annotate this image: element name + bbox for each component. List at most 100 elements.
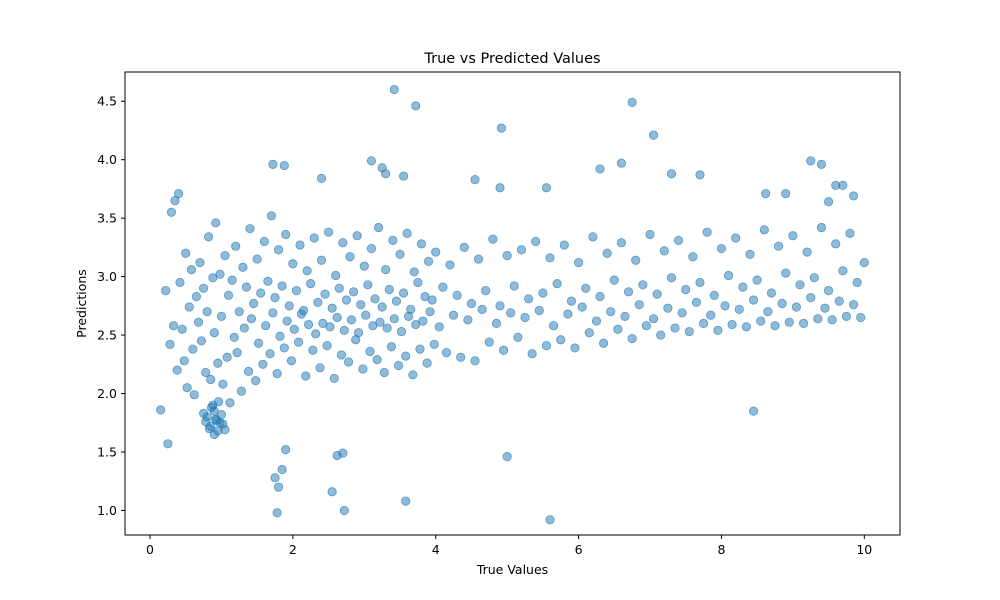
- data-point: [182, 383, 192, 393]
- x-tick-label: 8: [717, 542, 725, 557]
- data-point: [523, 294, 534, 304]
- data-point: [509, 281, 519, 291]
- data-point: [791, 302, 802, 312]
- data-point: [418, 316, 428, 326]
- y-tick-label: 1.0: [97, 503, 117, 518]
- data-point: [393, 360, 404, 371]
- data-point: [541, 340, 552, 351]
- data-point: [527, 349, 537, 359]
- data-point: [281, 445, 291, 455]
- data-point: [570, 343, 580, 353]
- data-point: [173, 189, 184, 199]
- y-tick-label: 3.5: [97, 211, 117, 226]
- data-point: [165, 339, 175, 350]
- data-point: [338, 448, 348, 458]
- data-point: [552, 279, 562, 289]
- data-point: [377, 302, 387, 312]
- data-point: [681, 284, 691, 295]
- data-point: [816, 159, 827, 169]
- data-point: [584, 328, 594, 338]
- data-point: [316, 255, 327, 265]
- data-point: [734, 304, 744, 314]
- data-point: [401, 351, 411, 361]
- data-point: [616, 238, 627, 248]
- data-point: [202, 307, 212, 317]
- data-point: [588, 232, 598, 242]
- data-point: [401, 496, 411, 506]
- data-point: [827, 315, 837, 325]
- data-point: [396, 326, 407, 337]
- data-point: [695, 170, 705, 180]
- data-point: [325, 322, 335, 332]
- data-point: [666, 273, 677, 283]
- data-point: [216, 409, 227, 420]
- data-point: [838, 180, 848, 191]
- data-point: [315, 363, 325, 373]
- data-point: [302, 266, 312, 276]
- data-point: [339, 505, 349, 516]
- data-point: [534, 305, 544, 316]
- data-point: [634, 300, 644, 310]
- data-point: [209, 328, 219, 338]
- data-point: [166, 207, 177, 217]
- data-point: [773, 241, 784, 251]
- data-point: [246, 314, 257, 324]
- data-point: [502, 250, 512, 261]
- data-point: [343, 357, 354, 367]
- data-point: [748, 406, 759, 416]
- data-point: [395, 249, 405, 259]
- data-point: [186, 264, 197, 275]
- data-point: [184, 302, 194, 312]
- plot-frame: [124, 71, 901, 536]
- data-point: [215, 269, 225, 279]
- data-point: [266, 211, 277, 221]
- data-point: [245, 224, 255, 234]
- data-point: [856, 312, 866, 323]
- data-point: [434, 322, 444, 332]
- data-point: [275, 331, 285, 341]
- data-point: [427, 295, 437, 305]
- data-point: [795, 280, 805, 290]
- y-axis-title: Predictions: [74, 269, 89, 338]
- data-point: [656, 330, 666, 340]
- data-point: [859, 257, 869, 268]
- data-point: [218, 379, 228, 389]
- data-point: [188, 344, 198, 354]
- data-point: [381, 169, 391, 179]
- data-point: [763, 307, 773, 317]
- data-point: [513, 332, 523, 343]
- data-point: [548, 321, 559, 331]
- data-point: [332, 312, 342, 323]
- data-point: [781, 268, 791, 278]
- data-point: [375, 317, 385, 327]
- data-point: [220, 425, 230, 435]
- data-point: [541, 183, 552, 193]
- data-point: [331, 270, 341, 281]
- data-point: [311, 329, 321, 339]
- data-point: [416, 239, 427, 249]
- data-point: [431, 247, 441, 257]
- data-point: [232, 348, 242, 358]
- data-point: [677, 308, 687, 318]
- data-point: [713, 325, 723, 335]
- data-point: [648, 314, 659, 324]
- data-point: [272, 369, 282, 379]
- data-point: [820, 303, 830, 313]
- data-point: [231, 241, 241, 251]
- data-point: [198, 408, 209, 418]
- data-point: [295, 240, 305, 250]
- data-point: [201, 416, 211, 427]
- data-point: [370, 294, 380, 304]
- data-point: [320, 289, 330, 299]
- data-point: [809, 273, 819, 283]
- data-point: [602, 248, 612, 258]
- data-point: [806, 156, 816, 166]
- data-point: [341, 295, 352, 305]
- data-point: [496, 123, 507, 133]
- data-point: [191, 291, 202, 302]
- data-point: [281, 229, 291, 240]
- data-point: [456, 352, 466, 362]
- x-axis: 0 2 4 6 8 10: [146, 535, 872, 557]
